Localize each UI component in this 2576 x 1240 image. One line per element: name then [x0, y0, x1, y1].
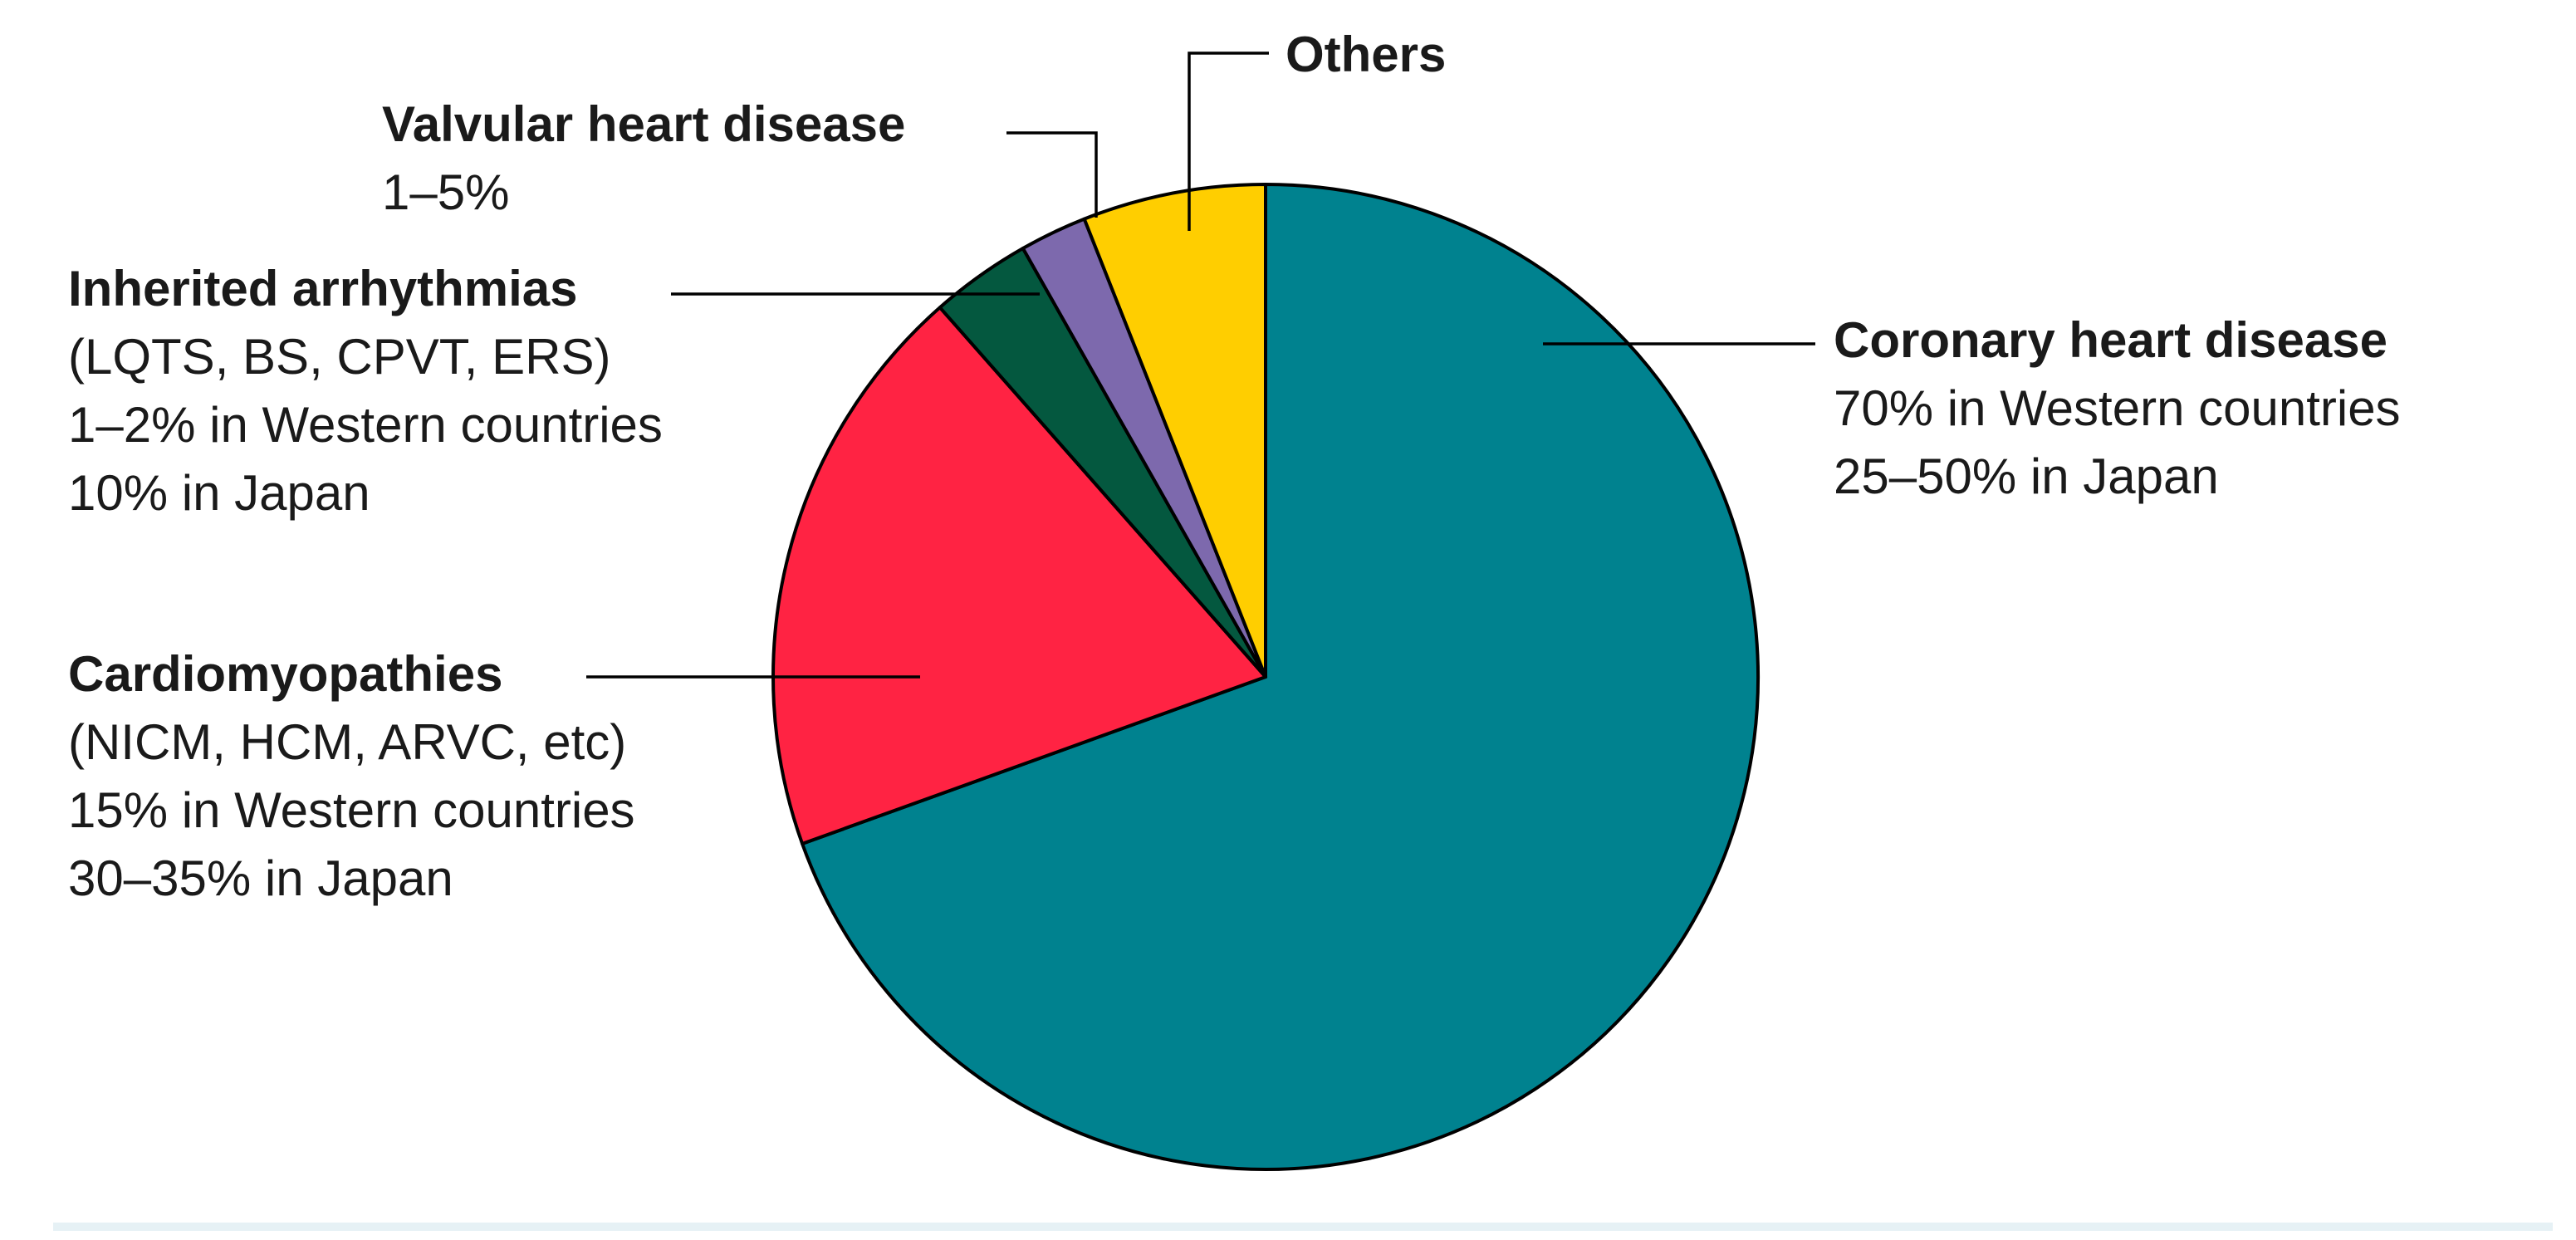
leader-line-others — [1188, 51, 1269, 231]
label-cardiomyopathies-detail-2: 15% in Western countries — [68, 782, 635, 838]
label-inherited-detail-3: 10% in Japan — [68, 465, 370, 521]
label-valvular-title: Valvular heart disease — [382, 96, 905, 152]
label-inherited-detail-1: (LQTS, BS, CPVT, ERS) — [68, 329, 610, 385]
label-coronary-detail-1: 70% in Western countries — [1834, 380, 2401, 436]
label-cardiomyopathies-title: Cardiomyopathies — [68, 646, 502, 702]
label-inherited-detail-2: 1–2% in Western countries — [68, 397, 663, 453]
label-cardiomyopathies-detail-3: 30–35% in Japan — [68, 850, 453, 906]
pie-slice-cardiomyopathies — [771, 306, 1267, 845]
label-others-title: Others — [1286, 27, 1446, 82]
label-coronary-title: Coronary heart disease — [1834, 312, 2387, 368]
pie-slice-coronary — [801, 183, 1761, 1171]
footer-divider — [53, 1223, 2553, 1231]
label-coronary-detail-2: 25–50% in Japan — [1834, 448, 2219, 504]
leader-lines — [586, 51, 1815, 679]
label-valvular-detail-1: 1–5% — [382, 164, 509, 220]
label-cardiomyopathies-detail-1: (NICM, HCM, ARVC, etc) — [68, 714, 626, 770]
pie-slice-others — [1082, 183, 1267, 679]
pie-slices — [771, 183, 1761, 1171]
leader-line-valvular — [1006, 131, 1098, 218]
label-inherited-title: Inherited arrhythmias — [68, 261, 578, 316]
